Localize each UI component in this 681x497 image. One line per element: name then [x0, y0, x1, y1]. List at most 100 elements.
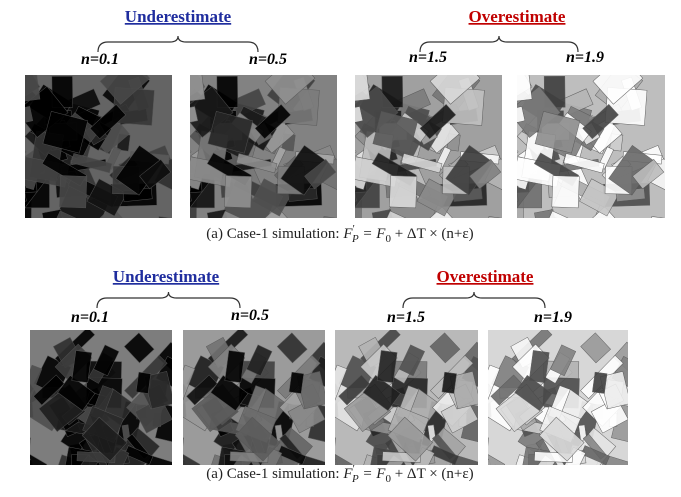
field	[355, 198, 362, 218]
field	[153, 216, 172, 218]
field	[57, 374, 96, 411]
field	[134, 397, 172, 434]
field	[335, 364, 348, 409]
field	[483, 216, 502, 218]
group-title: Underestimate	[113, 267, 220, 286]
field	[25, 75, 41, 103]
satellite-image	[335, 330, 478, 465]
satellite-image	[183, 330, 325, 465]
formula: F	[342, 226, 353, 242]
field	[124, 445, 154, 465]
brace	[402, 291, 546, 309]
image-label: n=1.5	[409, 49, 447, 66]
field	[71, 153, 113, 174]
field	[210, 210, 243, 218]
formula: F	[342, 466, 353, 482]
field	[429, 75, 481, 105]
field	[582, 104, 619, 140]
caption-text: (a) Case-1 simulation:	[206, 466, 343, 482]
field	[59, 175, 88, 209]
field	[207, 111, 254, 154]
field	[355, 75, 371, 103]
field	[254, 104, 292, 140]
field	[123, 332, 155, 364]
field	[93, 344, 120, 377]
brace	[419, 35, 579, 53]
field	[25, 106, 34, 129]
field	[563, 153, 605, 174]
formula: P	[351, 473, 359, 485]
field	[441, 371, 457, 394]
field	[25, 132, 27, 176]
field	[401, 153, 443, 174]
field	[538, 416, 585, 462]
image-label: n=0.5	[249, 51, 287, 68]
field	[30, 364, 43, 409]
field	[210, 374, 249, 411]
brace	[96, 291, 241, 309]
brace	[97, 35, 259, 53]
field	[287, 397, 325, 434]
field	[190, 106, 199, 129]
formula: ′	[353, 223, 355, 235]
field	[183, 453, 201, 465]
field	[389, 175, 418, 209]
field	[551, 175, 580, 209]
field	[517, 75, 533, 103]
field	[430, 445, 460, 465]
field	[462, 341, 478, 387]
group-title: Overestimate	[469, 7, 566, 26]
field	[338, 374, 371, 406]
field	[309, 341, 325, 387]
field	[89, 104, 127, 140]
field	[246, 344, 273, 377]
field	[398, 344, 425, 377]
satellite-image	[488, 330, 628, 465]
field	[183, 464, 197, 465]
field	[224, 350, 246, 383]
satellite-image	[190, 75, 337, 218]
field	[534, 111, 581, 154]
field	[224, 175, 253, 209]
formula: + ΔT × (n+ε)	[391, 226, 474, 242]
group-title: Overestimate	[437, 267, 534, 286]
field	[234, 416, 281, 462]
field	[490, 374, 523, 406]
field	[236, 153, 278, 174]
formula: ′	[353, 463, 355, 475]
field	[30, 443, 31, 465]
field	[25, 198, 32, 218]
field	[581, 445, 610, 465]
field	[372, 111, 419, 154]
field	[30, 460, 40, 465]
image-label: n=1.5	[387, 309, 425, 326]
field	[580, 332, 611, 364]
formula: 0	[385, 473, 391, 485]
field	[30, 453, 48, 465]
image-label: n=0.1	[81, 51, 119, 68]
field	[612, 341, 628, 387]
field	[30, 464, 44, 465]
field	[376, 350, 398, 383]
caption-text: (a) Case-1 simulation:	[206, 226, 343, 242]
field	[488, 364, 501, 409]
field	[25, 181, 27, 218]
image-label: n=1.9	[534, 309, 572, 326]
field	[264, 75, 316, 105]
formula: = F	[359, 466, 387, 482]
field	[183, 460, 193, 465]
formula: = F	[359, 226, 387, 242]
field	[387, 416, 433, 462]
field	[25, 173, 27, 206]
field	[429, 332, 461, 364]
field	[190, 75, 206, 103]
formula: + ΔT × (n+ε)	[391, 466, 474, 482]
field	[362, 374, 401, 411]
field	[528, 350, 550, 383]
field	[517, 198, 524, 218]
image-label: n=0.1	[71, 309, 109, 326]
field	[42, 111, 89, 154]
caption: (a) Case-1 simulation: F′ P = F0 + ΔT × (…	[206, 223, 473, 245]
field	[183, 364, 196, 409]
field	[632, 159, 665, 190]
